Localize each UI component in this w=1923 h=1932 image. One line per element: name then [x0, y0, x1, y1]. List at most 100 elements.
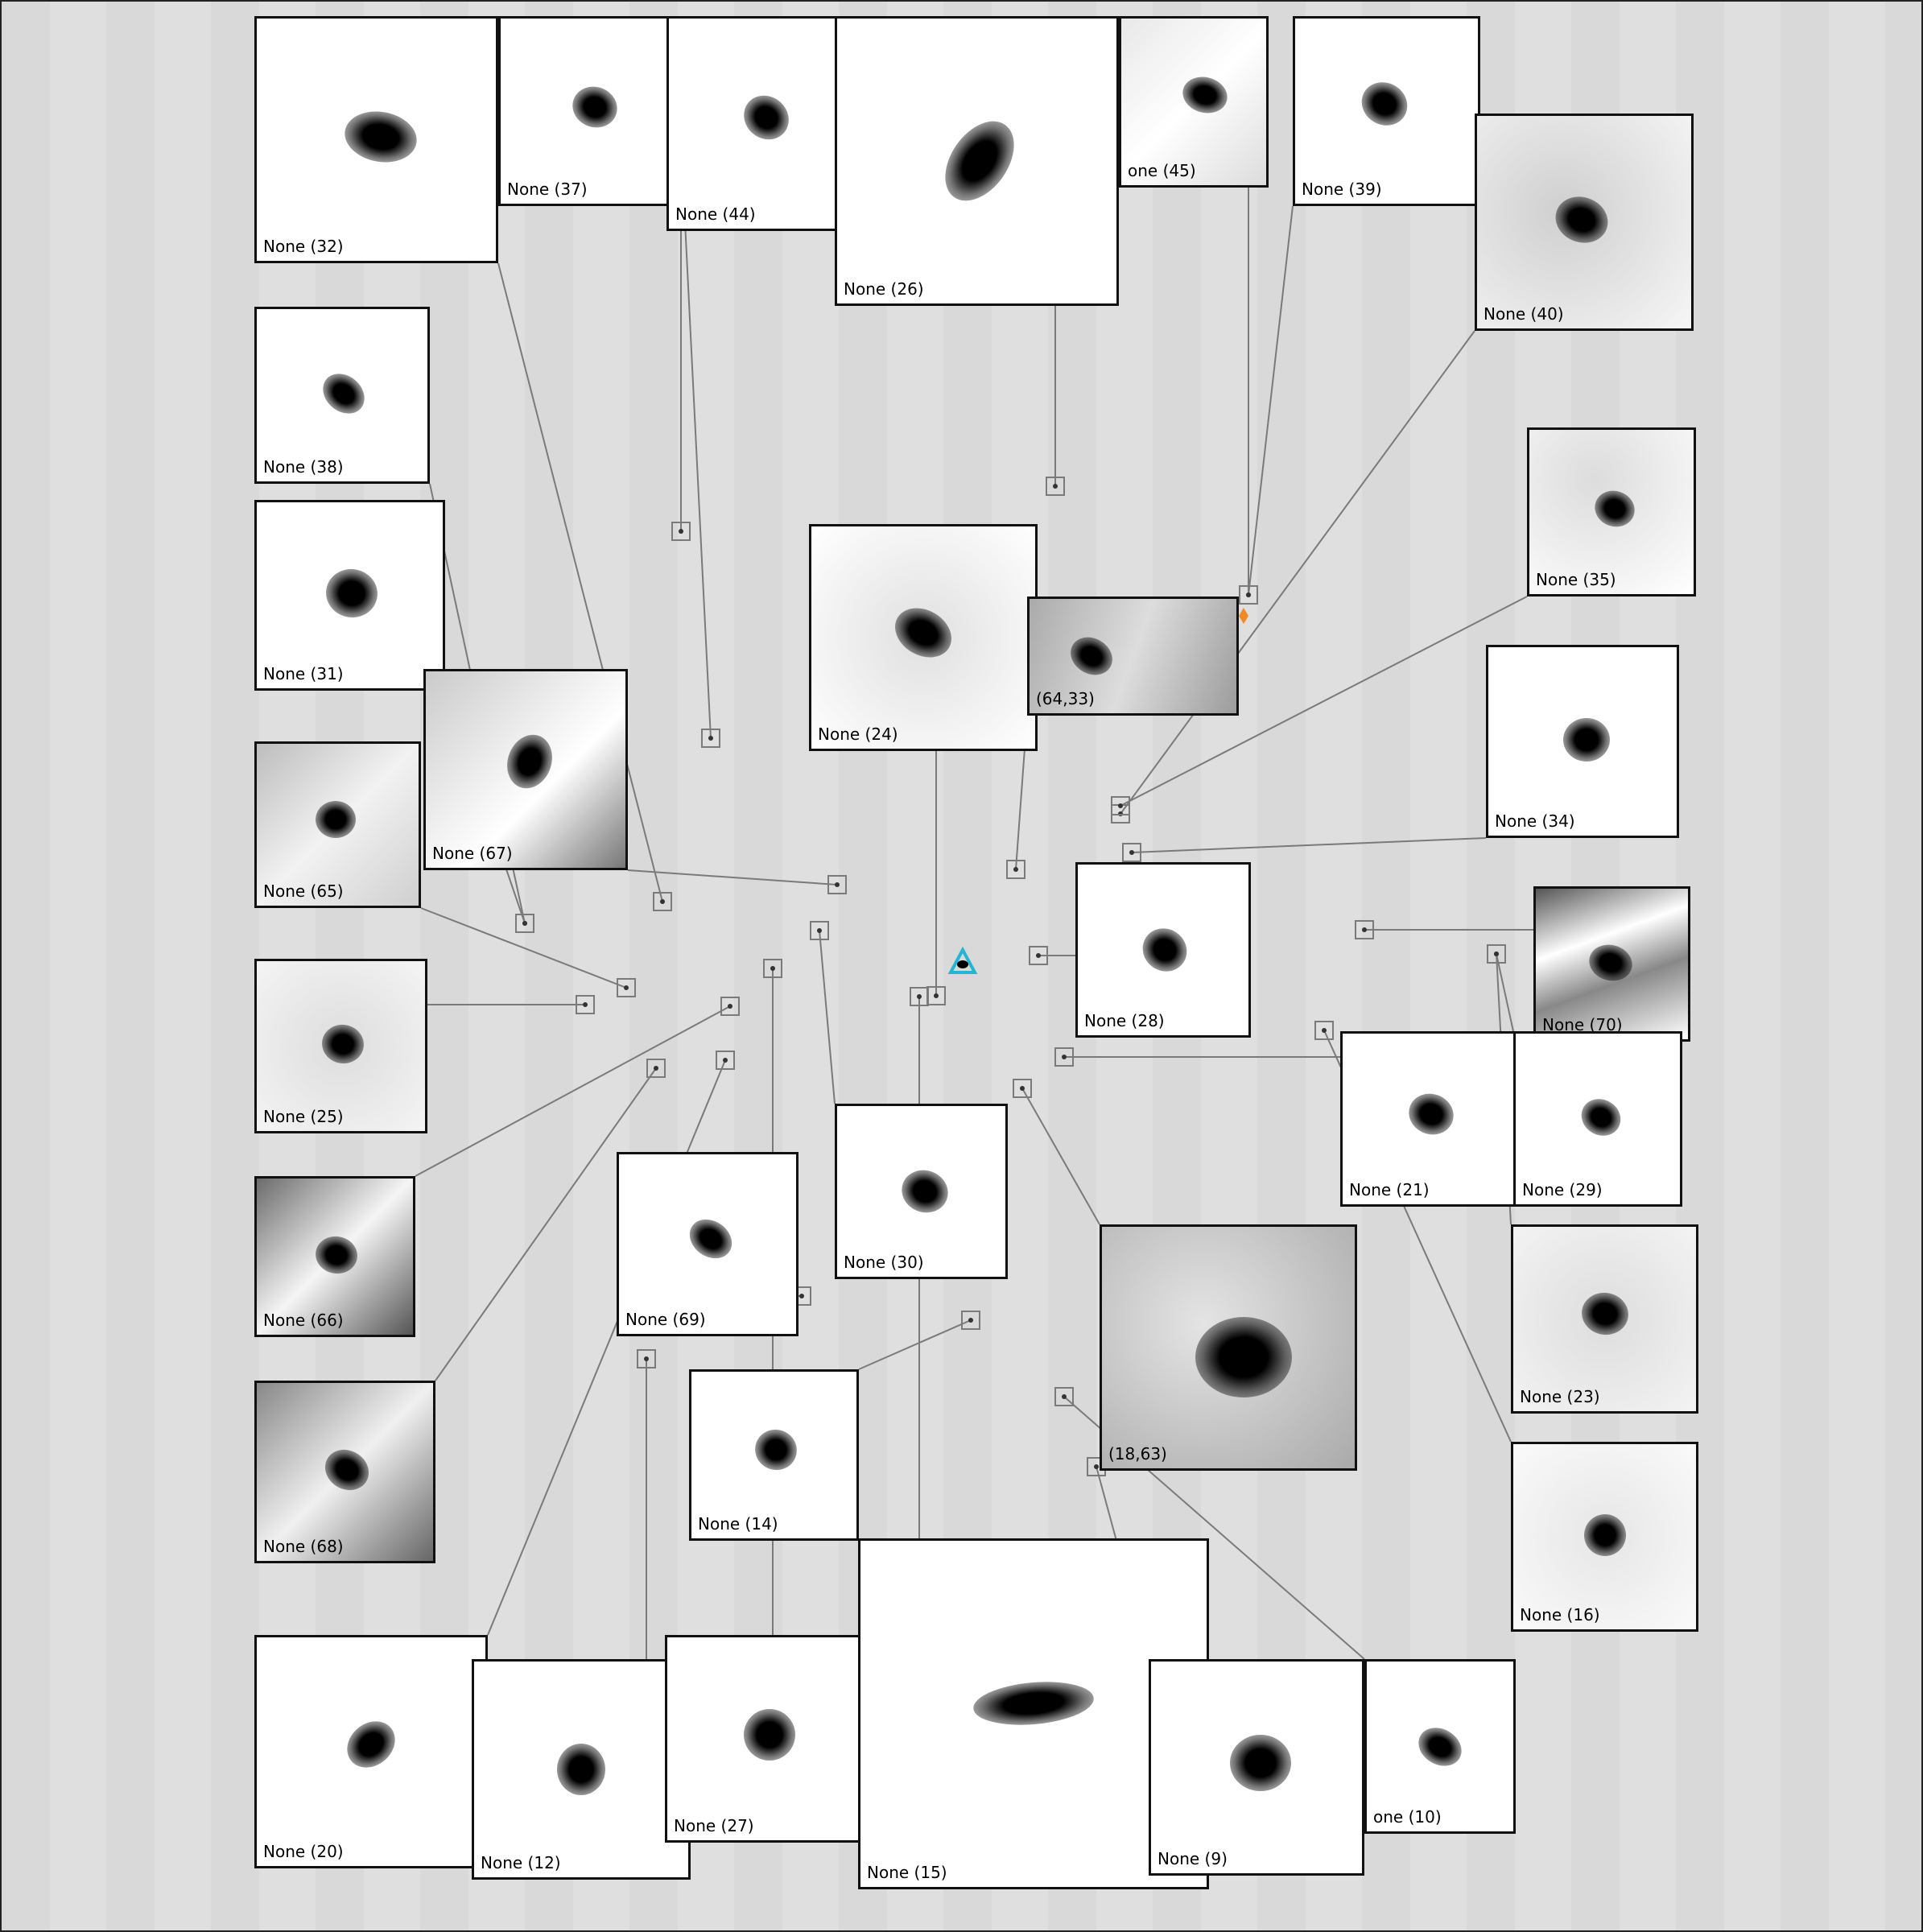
source-blob [972, 1677, 1096, 1730]
cutout-label: None (20) [263, 1842, 344, 1861]
source-dot [679, 529, 683, 534]
cutout-label: None (35) [1536, 570, 1616, 589]
source-box [1111, 796, 1130, 815]
cutout-label: None (26) [844, 279, 924, 299]
source-box [637, 1349, 656, 1368]
source-box [617, 978, 636, 997]
cutout-panel[interactable]: None (44) [666, 16, 845, 231]
cutout-label: one (10) [1373, 1807, 1442, 1827]
source-dot [770, 966, 775, 971]
cutout-panel[interactable]: None (14) [689, 1369, 859, 1541]
source-blob [1230, 1735, 1292, 1792]
source-dot [728, 1004, 732, 1009]
cutout-panel[interactable]: None (69) [617, 1152, 798, 1336]
leader-line [627, 869, 838, 886]
source-blob [315, 365, 373, 422]
source-box [1487, 944, 1506, 964]
cutout-panel[interactable]: (18,63) [1100, 1224, 1357, 1471]
leader-line [1120, 330, 1475, 815]
cutout-panel[interactable]: None (32) [254, 16, 498, 263]
source-box [961, 1311, 980, 1330]
source-blob [557, 1744, 605, 1795]
cutout-panel[interactable]: None (39) [1293, 16, 1480, 206]
source-blob [567, 80, 623, 134]
cutout-panel[interactable]: None (35) [1527, 427, 1696, 597]
source-box [720, 997, 740, 1016]
cutout-panel[interactable]: one (10) [1364, 1659, 1516, 1834]
cutout-panel[interactable]: None (20) [254, 1635, 488, 1868]
source-box [1006, 860, 1025, 879]
cutout-panel[interactable]: None (27) [665, 1635, 873, 1843]
cutout-panel[interactable]: None (37) [498, 16, 684, 206]
source-box [701, 729, 720, 748]
source-blob [1354, 73, 1416, 134]
cutout-panel[interactable]: None (9) [1149, 1659, 1364, 1876]
source-dot [723, 1058, 728, 1063]
source-blob [1578, 1288, 1632, 1339]
leader-line [435, 1067, 657, 1381]
cutout-label: one (45) [1128, 161, 1196, 180]
source-box [515, 914, 534, 933]
cutout-panel[interactable]: None (26) [835, 16, 1119, 306]
cutout-label: None (21) [1349, 1180, 1430, 1199]
source-box [1054, 1047, 1074, 1067]
cutout-panel[interactable]: None (29) [1513, 1031, 1682, 1207]
source-box [1029, 946, 1048, 965]
source-blob [312, 1232, 361, 1278]
cutout-panel[interactable]: one (45) [1119, 16, 1269, 188]
source-box [763, 959, 782, 978]
cutout-panel[interactable]: None (65) [254, 741, 421, 908]
source-box [827, 875, 847, 894]
cutout-label: None (16) [1520, 1605, 1600, 1624]
cutout-panel[interactable]: (64,33) [1027, 597, 1239, 716]
source-dot [817, 928, 822, 933]
cutout-panel[interactable]: None (30) [835, 1104, 1008, 1279]
cutout-label: None (65) [263, 881, 344, 901]
source-blob [1403, 1087, 1460, 1141]
cutout-label: None (40) [1484, 304, 1564, 324]
source-dot [1020, 1086, 1025, 1091]
cutout-label: None (30) [844, 1253, 924, 1272]
cutout-label: None (9) [1158, 1849, 1228, 1868]
cutout-label: None (24) [818, 724, 898, 744]
cutout-panel[interactable]: None (68) [254, 1381, 435, 1563]
cutout-label: None (68) [263, 1537, 344, 1556]
source-box [1314, 1021, 1334, 1040]
cutout-panel[interactable]: None (38) [254, 307, 430, 484]
cutout-panel[interactable]: None (12) [472, 1659, 691, 1880]
source-blob [749, 1423, 803, 1476]
source-box [1355, 920, 1374, 939]
cutout-label: None (27) [674, 1816, 754, 1835]
source-box [1239, 585, 1258, 605]
cutout-panel[interactable]: None (70) [1533, 886, 1690, 1042]
source-box [1013, 1079, 1032, 1098]
leader-line [415, 1005, 731, 1177]
source-dot [1053, 484, 1058, 489]
cutout-panel[interactable]: None (21) [1340, 1031, 1516, 1207]
cutout-panel[interactable]: None (25) [254, 959, 427, 1133]
source-blob [340, 106, 422, 168]
cutout-panel[interactable]: None (66) [254, 1176, 415, 1337]
source-blob [931, 108, 1029, 214]
source-dot [1118, 803, 1123, 808]
cutout-panel[interactable]: None (16) [1511, 1442, 1698, 1632]
source-dot [1036, 953, 1041, 958]
cutout-panel[interactable]: None (40) [1475, 114, 1694, 331]
leader-line [487, 1059, 726, 1636]
cutout-panel[interactable]: None (34) [1486, 645, 1679, 838]
cutout-label: None (23) [1520, 1387, 1600, 1406]
cutout-panel[interactable]: None (31) [254, 500, 445, 691]
source-blob [499, 729, 559, 795]
source-blob [735, 86, 798, 149]
source-box [1054, 1387, 1074, 1406]
source-blob [317, 1442, 376, 1499]
target-marker-icon [947, 946, 978, 974]
source-dot [583, 1002, 588, 1007]
cutout-panel[interactable]: None (24) [809, 524, 1038, 751]
cutout-panel[interactable]: None (67) [423, 669, 628, 870]
cutout-panel[interactable]: None (28) [1075, 862, 1251, 1038]
cutout-label: None (37) [507, 180, 588, 199]
cutout-panel[interactable]: None (23) [1511, 1224, 1698, 1414]
source-dot [1322, 1028, 1327, 1033]
source-box [910, 987, 929, 1006]
